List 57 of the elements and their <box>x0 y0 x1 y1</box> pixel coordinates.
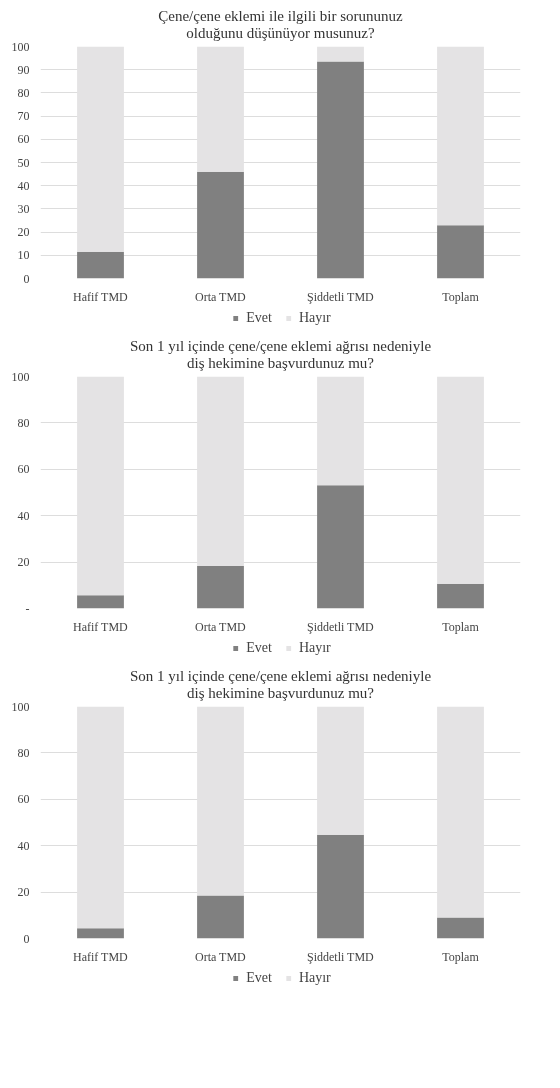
y-tick-label: - <box>25 601 30 616</box>
chart-title: Son 1 yıl içinde çene/çene eklemi ağrısı nedeniyle diş hekimine başvurdunuz mu? <box>129 667 432 702</box>
legend-label: Evet <box>246 640 272 656</box>
y-tick-label: 90 <box>17 62 30 77</box>
bar <box>317 834 364 939</box>
x-tick-label: Toplam <box>442 289 480 304</box>
bar <box>317 46 364 62</box>
x-tick-label: Hafif TMD <box>73 289 129 304</box>
x-tick-label: Orta TMD <box>195 619 247 634</box>
bar <box>197 171 244 279</box>
y-tick-label: 40 <box>17 508 30 523</box>
y-tick-label: 80 <box>17 415 30 430</box>
y-tick-label: 20 <box>17 225 30 240</box>
x-tick-label: Toplam <box>442 949 480 964</box>
x-tick-label: Orta TMD <box>195 949 247 964</box>
y-tick-label: 30 <box>17 201 30 216</box>
y-tick-label: 40 <box>17 838 30 853</box>
bar <box>197 895 244 939</box>
x-tick-label: Toplam <box>442 619 480 634</box>
y-tick-label: 10 <box>17 248 30 263</box>
y-tick-label: 60 <box>17 462 30 477</box>
y-tick-label: 0 <box>23 271 30 286</box>
bar <box>437 917 484 939</box>
bar <box>437 225 484 279</box>
legend-label: Hayır <box>298 970 331 986</box>
chart-title: Çene/çene eklemi ile ilgili bir sorununuz olduğunu düşünüyor musunuz? <box>158 7 404 42</box>
legend-label: Evet <box>246 970 272 986</box>
y-tick-label: 100 <box>11 699 30 714</box>
bar <box>197 566 244 609</box>
y-tick-label: 80 <box>17 85 30 100</box>
x-tick-label: Şiddetli TMD <box>307 949 375 964</box>
y-tick-label: 60 <box>17 132 30 147</box>
x-tick-label: Orta TMD <box>195 289 247 304</box>
y-tick-label: 60 <box>17 792 30 807</box>
y-tick-label: 100 <box>11 39 30 54</box>
x-tick-label: Hafif TMD <box>73 949 129 964</box>
y-tick-label: 70 <box>17 109 30 124</box>
x-tick-label: Hafif TMD <box>73 619 129 634</box>
legend-label: Hayır <box>298 310 331 326</box>
bar <box>317 485 364 609</box>
legend-label: Hayır <box>298 640 331 656</box>
y-tick-label: 20 <box>17 555 30 570</box>
legend-label: Evet <box>246 310 272 326</box>
bar <box>77 928 124 939</box>
y-tick-label: 40 <box>17 178 30 193</box>
y-tick-label: 100 <box>11 369 30 384</box>
bar <box>77 595 124 609</box>
bar <box>77 251 124 279</box>
bar <box>317 61 364 279</box>
y-tick-label: 80 <box>17 745 30 760</box>
bar <box>437 583 484 609</box>
y-tick-label: 0 <box>23 931 30 946</box>
chart-title: Son 1 yıl içinde çene/çene eklemi ağrısı nedeniyle diş hekimine başvurdunuz mu? <box>129 337 432 372</box>
y-tick-label: 50 <box>17 155 30 170</box>
x-tick-label: Şiddetli TMD <box>307 289 375 304</box>
x-tick-label: Şiddetli TMD <box>307 619 375 634</box>
y-tick-label: 20 <box>17 885 30 900</box>
